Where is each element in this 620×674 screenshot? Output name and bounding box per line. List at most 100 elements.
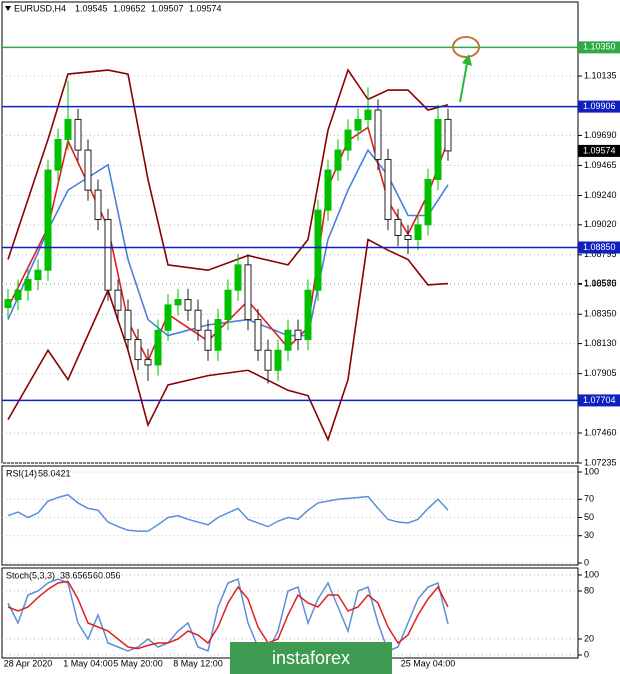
y-tick-label: 0 (584, 557, 589, 567)
candle-body (234, 264, 242, 291)
level-label: 1.07704 (583, 395, 616, 405)
level-label: 1.08850 (583, 242, 616, 252)
arrow-head (462, 54, 472, 66)
level-tag (578, 100, 620, 113)
candle-body (304, 289, 312, 341)
menu-icon (5, 6, 11, 11)
candle-body (154, 329, 162, 366)
candle-body (294, 329, 302, 341)
rsi-title: RSI(14) (6, 468, 37, 478)
x-tick-label: 25 May 04:00 (401, 658, 456, 668)
arrow-shaft (459, 57, 469, 103)
target-circle (452, 36, 480, 58)
candle-body (434, 118, 442, 180)
candle-body (284, 329, 292, 351)
candle-body (34, 269, 42, 281)
candle-body (354, 118, 362, 131)
stoch-value: 38.6565 (60, 570, 93, 580)
header-value: 1.09545 (75, 3, 108, 13)
last-price-label: 1.09574 (583, 145, 616, 155)
candle-body (64, 118, 72, 140)
candle-body (114, 289, 122, 311)
x-tick-label: 8 May 12:00 (173, 658, 223, 668)
candle-body (394, 218, 402, 237)
x-tick-label: 1 May 04:00 (63, 658, 113, 668)
y-tick-label: 100 (584, 569, 599, 579)
candle-body (224, 289, 232, 321)
y-tick-label: 100 (584, 466, 599, 476)
y-tick-label: 50 (584, 512, 594, 522)
x-tick-label: 28 Apr 2020 (4, 658, 53, 668)
rsi-value: 58.0421 (38, 468, 71, 478)
y-tick-label: 1.09020 (584, 219, 617, 229)
candle-body (404, 235, 412, 241)
candle-body (4, 299, 12, 309)
header-value: 1.09574 (189, 3, 222, 13)
y-tick-label: 0 (584, 649, 589, 659)
candle-body (444, 118, 452, 152)
plot: 1.10580 1.10135 1.09690 1.09465 1.09240 1.090… (2, 41, 620, 668)
candle-body (144, 359, 152, 366)
level-tag (578, 394, 620, 407)
candle-body (274, 349, 282, 371)
candle-body (384, 158, 392, 220)
candle-body (194, 309, 202, 331)
candle-body (334, 149, 342, 171)
y-tick-label: 1.09240 (584, 190, 617, 200)
candle-body (44, 169, 52, 271)
level-label: 1.10350 (583, 42, 616, 52)
symbol: EURUSD,H4 (14, 3, 66, 13)
candle-body (24, 279, 32, 291)
header-value: 1.09507 (151, 3, 184, 13)
candle-body (414, 224, 422, 241)
level-label: 1.09906 (583, 101, 616, 111)
y-tick-label: 20 (584, 633, 594, 643)
candle-body (164, 304, 172, 331)
y-tick-label: 1.07460 (584, 427, 617, 437)
candle-body (14, 289, 22, 301)
y-tick-label: 70 (584, 494, 594, 504)
y-tick-label: 1.10580 (584, 278, 617, 288)
last-price-tag (578, 144, 620, 157)
watermark: instaforex (272, 648, 350, 668)
candle-body (244, 264, 252, 321)
candle-body (54, 138, 62, 171)
y-tick-label: 1.07235 (584, 457, 617, 467)
candle-body (314, 209, 322, 291)
watermark-box (230, 642, 392, 674)
y-tick-label: 1.08575 (584, 279, 617, 289)
candle-body (134, 339, 142, 361)
candle-body (364, 109, 372, 120)
x-tick-label: 5 May 20:00 (113, 658, 163, 668)
y-tick-label: 1.08350 (584, 309, 617, 319)
candle-body (184, 299, 192, 311)
indicator-line (7, 68, 449, 272)
indicator-line (7, 577, 449, 653)
y-tick-label: 1.08130 (584, 338, 617, 348)
candle-body (344, 129, 352, 151)
candle-body (254, 319, 262, 351)
candle-body (214, 319, 222, 351)
header-value: 1.09652 (113, 3, 146, 13)
candle-body (324, 169, 332, 211)
candle-body (84, 149, 92, 191)
level-tag (578, 241, 620, 254)
candle-body (174, 299, 182, 306)
candle-body (264, 349, 272, 371)
y-tick-label: 1.10135 (584, 70, 617, 80)
y-tick-label: 30 (584, 530, 594, 540)
indicator-line (7, 580, 449, 650)
rsi-frame (1, 465, 579, 566)
candle-body (204, 329, 212, 351)
y-tick-label: 80 (584, 585, 594, 595)
candle-body (104, 218, 112, 291)
y-tick-label: 1.09690 (584, 130, 617, 140)
y-tick-label: 1.07905 (584, 368, 617, 378)
candle-body (424, 178, 432, 226)
y-tick-label: 1.09465 (584, 160, 617, 170)
candle-body (74, 118, 82, 151)
level-tag (578, 41, 620, 54)
candle-body (94, 189, 102, 220)
